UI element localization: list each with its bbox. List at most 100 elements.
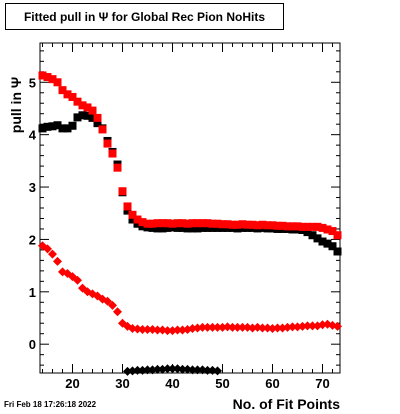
data-point-series-1 <box>133 219 142 228</box>
y-axis-label: pull in Ψ <box>8 77 24 133</box>
data-point-series-2 <box>183 219 192 228</box>
data-point-series-2 <box>53 78 62 87</box>
data-point-series-2 <box>148 219 157 228</box>
data-point-series-1 <box>323 239 332 248</box>
data-point-series-1 <box>313 234 322 243</box>
data-point-series-3 <box>273 323 282 333</box>
data-point-series-1 <box>178 223 187 232</box>
data-point-series-2 <box>43 73 52 82</box>
data-point-series-3 <box>53 256 62 266</box>
data-point-series-2 <box>198 219 207 228</box>
x-tick-label: 50 <box>215 376 229 391</box>
x-tick-label: 70 <box>315 376 329 391</box>
axes: 20 30 40 50 60 70 0 1 2 3 4 5 <box>29 43 340 391</box>
data-point-series-3 <box>208 322 217 332</box>
data-point-series-2 <box>68 92 77 101</box>
data-marks <box>38 71 342 376</box>
data-point-series-2 <box>248 220 257 229</box>
data-point-series-2 <box>163 219 172 228</box>
data-point-series-3 <box>163 326 172 336</box>
data-point-series-2 <box>128 210 137 219</box>
data-point-series-2 <box>188 219 197 228</box>
data-point-series-1 <box>43 122 52 131</box>
data-point-series-2 <box>298 222 307 231</box>
data-point-series-2 <box>63 90 72 99</box>
data-point-series-1 <box>303 228 312 237</box>
data-point-series-1 <box>48 122 57 131</box>
data-point-series-3 <box>238 322 247 332</box>
data-point-series-3 <box>308 321 317 331</box>
data-point-series-2 <box>193 219 202 228</box>
data-point-series-2 <box>133 215 142 224</box>
data-point-series-4 <box>143 365 152 375</box>
data-point-series-2 <box>83 103 92 112</box>
y-tick-label: 1 <box>29 285 36 300</box>
chart-title-box: Fitted pull in Ψ for Global Rec Pion NoH… <box>5 3 284 30</box>
data-point-series-1 <box>208 223 217 232</box>
data-point-series-1 <box>158 224 167 233</box>
data-point-series-3 <box>258 323 267 333</box>
data-point-series-2 <box>158 219 167 228</box>
data-point-series-3 <box>138 325 147 335</box>
data-point-series-2 <box>48 75 57 84</box>
data-point-series-2 <box>258 220 267 229</box>
data-point-series-2 <box>173 219 182 228</box>
x-tick-label: 30 <box>115 376 129 391</box>
data-point-series-2 <box>268 221 277 230</box>
data-point-series-2 <box>318 223 327 232</box>
data-point-series-3 <box>228 322 237 332</box>
data-point-series-2 <box>238 220 247 229</box>
data-point-series-3 <box>108 300 117 310</box>
data-point-series-2 <box>243 220 252 229</box>
data-point-series-2 <box>283 222 292 231</box>
data-point-series-2 <box>288 222 297 231</box>
data-point-series-2 <box>98 125 107 134</box>
data-point-series-2 <box>88 106 97 115</box>
data-point-series-1 <box>148 223 157 232</box>
plot-area <box>39 42 341 374</box>
data-point-series-2 <box>203 219 212 228</box>
data-point-series-2 <box>308 222 317 231</box>
y-tick-label: 0 <box>29 337 36 352</box>
data-point-series-2 <box>223 220 232 229</box>
y-tick-label: 5 <box>29 75 36 90</box>
data-point-series-3 <box>153 325 162 335</box>
data-point-series-2 <box>73 97 82 106</box>
data-point-series-4 <box>203 365 212 375</box>
data-point-series-1 <box>173 223 182 232</box>
data-point-series-1 <box>58 124 67 133</box>
plot-frame <box>39 42 341 374</box>
data-point-series-3 <box>333 321 342 331</box>
data-point-series-2 <box>293 222 302 231</box>
data-point-series-2 <box>78 101 87 110</box>
data-point-series-2 <box>213 219 222 228</box>
data-point-series-2 <box>103 139 112 148</box>
data-point-series-2 <box>263 221 272 230</box>
data-point-series-4 <box>213 366 222 376</box>
data-point-series-2 <box>208 219 217 228</box>
data-point-series-2 <box>218 220 227 229</box>
data-point-series-1 <box>198 223 207 232</box>
chart-title: Fitted pull in Ψ for Global Rec Pion NoH… <box>23 9 266 24</box>
data-point-series-2 <box>93 113 102 122</box>
data-point-series-3 <box>113 307 122 317</box>
data-point-series-1 <box>163 223 172 232</box>
y-tick-label: 4 <box>29 128 37 143</box>
data-point-series-4 <box>163 364 172 374</box>
data-point-series-1 <box>93 119 102 128</box>
data-point-series-2 <box>228 220 237 229</box>
data-point-series-2 <box>153 219 162 228</box>
data-point-series-3 <box>103 296 112 306</box>
data-point-series-1 <box>183 224 192 233</box>
data-point-series-4 <box>193 365 202 375</box>
y-tick-label: 3 <box>29 180 36 195</box>
data-point-series-2 <box>178 219 187 228</box>
x-axis-label: No. of Fit Points <box>232 396 340 412</box>
y-tick-label: 2 <box>29 232 36 247</box>
data-point-series-2 <box>273 221 282 230</box>
data-point-series-4 <box>153 364 162 374</box>
data-point-series-2 <box>328 227 337 236</box>
data-point-series-2 <box>113 163 122 172</box>
x-tick-label: 20 <box>65 376 79 391</box>
data-point-series-4 <box>133 365 142 375</box>
